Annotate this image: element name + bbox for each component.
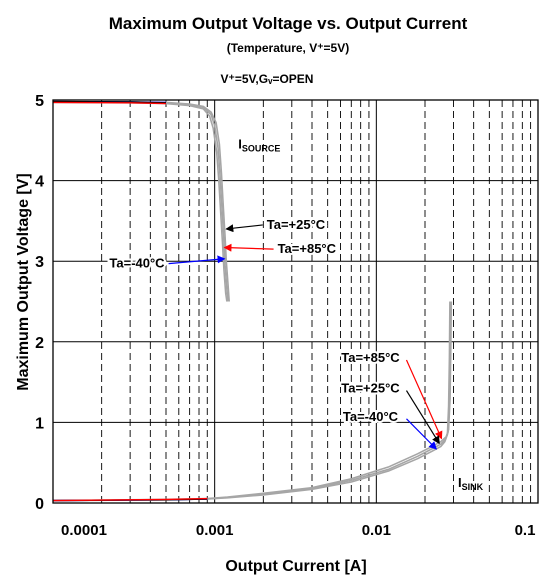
x-tick-label: 0.01	[362, 522, 391, 539]
series-line-trace	[52, 100, 167, 104]
annotation-label: Ta=+25°C	[341, 381, 400, 396]
y-tick-label: 2	[35, 335, 44, 352]
condition-label: V⁺=5V,Gᵥ=OPEN	[221, 72, 314, 86]
annotations: ISOURCE ISINK Ta=+25°C Ta=+85°C Ta=-40°C Ta=+…	[107, 136, 484, 492]
y-tick-label: 0	[35, 496, 44, 513]
x-tick-label: 0.001	[196, 522, 234, 539]
y-tick-label: 3	[35, 254, 44, 271]
y-tick-label: 5	[35, 93, 44, 110]
series-line	[52, 100, 230, 302]
annotation-arrow	[406, 418, 438, 450]
annotation-label: Ta=+25°C	[267, 217, 326, 232]
annotation-arrow	[405, 390, 440, 445]
y-axis-label: Maximum Output Voltage [V]	[15, 173, 32, 390]
series-line-trace	[52, 101, 167, 105]
curves	[52, 100, 453, 502]
series-line	[52, 100, 229, 302]
chart-title: Maximum Output Voltage vs. Output Curren…	[109, 14, 468, 33]
x-tick-label: 0.1	[515, 522, 536, 539]
series-line	[52, 101, 228, 302]
y-tick-label: 1	[35, 415, 44, 432]
x-tick-label: 0.0001	[61, 522, 107, 539]
annotation-arrow	[168, 255, 226, 265]
chart-subtitle: (Temperature, V⁺=5V)	[227, 41, 349, 55]
series-line-trace	[52, 497, 208, 502]
annotation-label: Ta=+85°C	[278, 241, 337, 256]
annotation-label: Ta=+85°C	[341, 350, 400, 365]
annotation-label: Ta=-40°C	[109, 256, 165, 271]
curve-label: ISINK	[458, 475, 484, 492]
annotation-label: Ta=-40°C	[343, 409, 399, 424]
annotation-arrow	[405, 359, 443, 440]
grid	[53, 100, 538, 503]
y-tick-label: 4	[35, 174, 44, 191]
annotation-arrow	[223, 243, 274, 252]
x-axis-label: Output Current [A]	[225, 558, 366, 575]
plot-frame	[52, 99, 539, 504]
series-line	[52, 301, 451, 502]
annotation-arrow	[225, 224, 263, 233]
curve-label: ISOURCE	[238, 136, 280, 153]
axes: 0.0001 0.001 0.01 0.1 0 1 2 3 4 5	[35, 93, 539, 539]
series-line	[52, 301, 453, 502]
